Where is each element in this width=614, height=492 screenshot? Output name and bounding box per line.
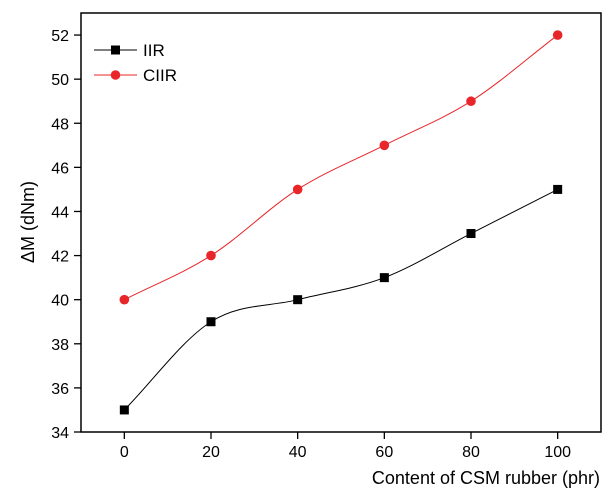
x-tick-label: 40 xyxy=(289,444,307,461)
data-point-iir xyxy=(466,229,476,239)
series-line-ciir xyxy=(124,34,558,301)
x-tick-label: 100 xyxy=(544,444,571,461)
data-point-ciir xyxy=(379,140,390,151)
y-tick-label: 46 xyxy=(51,160,69,177)
legend-marker-ciir xyxy=(110,70,121,80)
y-axis-ticks: 34 36 38 40 42 44 46 48 50 52 xyxy=(51,28,81,442)
y-tick-label: 50 xyxy=(51,72,69,89)
y-tick-label: 52 xyxy=(51,28,69,45)
data-point-ciir xyxy=(552,30,563,40)
series-ciir xyxy=(119,30,563,305)
legend: IIR CIIR xyxy=(94,41,177,85)
data-point-iir xyxy=(293,295,303,305)
data-point-ciir xyxy=(119,294,130,305)
y-tick-label: 38 xyxy=(51,337,69,354)
data-point-iir xyxy=(379,273,389,283)
y-tick-label: 36 xyxy=(51,381,69,398)
series-line-iir xyxy=(123,188,558,411)
x-tick-label: 0 xyxy=(120,444,129,461)
y-axis-title: ΔM (dNm) xyxy=(18,181,38,263)
x-tick-label: 80 xyxy=(462,444,480,461)
series-layer xyxy=(119,30,563,415)
x-axis-title: Content of CSM rubber (phr) xyxy=(372,468,600,488)
data-point-iir xyxy=(119,405,129,415)
y-tick-label: 34 xyxy=(51,425,69,442)
legend-item-iir: IIR xyxy=(94,41,165,60)
legend-label-ciir: CIIR xyxy=(143,66,177,85)
legend-label-iir: IIR xyxy=(143,41,165,60)
x-axis-ticks: 0 20 40 60 80 100 xyxy=(120,432,571,461)
legend-item-ciir: CIIR xyxy=(94,66,177,85)
x-tick-label: 20 xyxy=(202,444,220,461)
data-point-ciir xyxy=(466,96,476,107)
data-point-ciir xyxy=(292,184,303,195)
series-iir xyxy=(119,184,563,415)
y-tick-label: 42 xyxy=(51,249,69,266)
y-tick-label: 44 xyxy=(51,204,69,221)
data-point-iir xyxy=(206,317,216,327)
data-point-iir xyxy=(553,184,563,194)
data-point-ciir xyxy=(206,250,216,261)
plot-frame xyxy=(80,12,602,433)
y-tick-label: 48 xyxy=(51,116,69,133)
y-tick-label: 40 xyxy=(51,293,69,310)
x-tick-label: 60 xyxy=(375,444,393,461)
legend-marker-iir xyxy=(111,45,120,55)
